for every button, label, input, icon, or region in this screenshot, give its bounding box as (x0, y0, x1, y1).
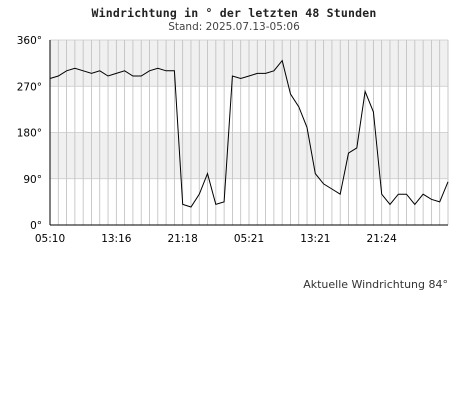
x-tick-label: 13:16 (101, 233, 132, 245)
current-wind-direction: Aktuelle Windrichtung 84° (303, 278, 448, 291)
wind-direction-line (49, 59, 449, 208)
x-tick-label: 05:21 (234, 233, 264, 245)
y-tick-label: 180° (17, 128, 42, 140)
y-tick-label: 360° (17, 35, 42, 47)
chart-subtitle: Stand: 2025.07.13-05:06 (168, 21, 300, 33)
y-tick-label: 270° (17, 81, 42, 93)
y-tick-labels: 0° 90° 180° 270° 360° (17, 35, 42, 232)
x-tick-labels: 05:10 13:16 21:18 05:21 13:21 21:24 (35, 233, 397, 245)
axes (49, 40, 448, 226)
x-tick-label: 13:21 (300, 233, 330, 245)
y-tick-label: 0° (30, 220, 42, 232)
x-tick-label: 21:18 (168, 233, 198, 245)
x-tick-label: 21:24 (367, 233, 398, 245)
chart-title: Windrichtung in ° der letzten 48 Stunden (91, 6, 377, 20)
x-tick-label: 05:10 (35, 233, 65, 245)
y-tick-label: 90° (23, 174, 42, 186)
